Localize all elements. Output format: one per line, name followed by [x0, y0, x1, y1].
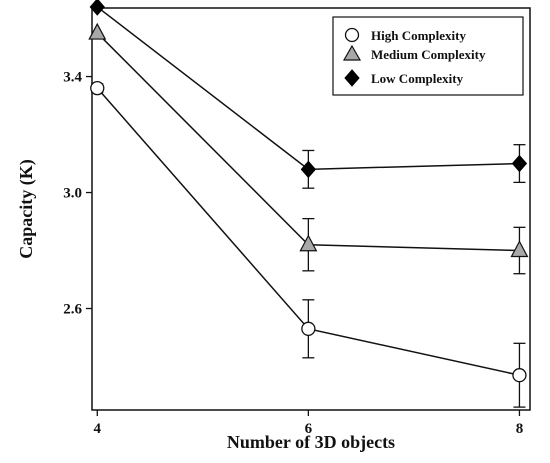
legend-item-low: Low Complexity — [344, 69, 464, 87]
x-axis-label: Number of 3D objects — [227, 432, 395, 452]
legend-diamond-marker — [344, 69, 360, 87]
axis-ticks: 4 6 8 2.6 3.0 3.4 — [63, 70, 523, 437]
data-point-high-complexity-4 — [90, 80, 105, 96]
x-tick-label-4: 4 — [94, 421, 102, 437]
legend-item-high: High Complexity — [344, 27, 466, 43]
legend-label-medium: Medium Complexity — [371, 47, 486, 62]
data-point-high-complexity-8 — [512, 368, 527, 383]
series-layer — [88, 0, 529, 408]
data-point-high-complexity-6 — [301, 321, 316, 336]
data-point-low-complexity-4 — [89, 0, 105, 16]
y-axis-label: Capacity (K) — [16, 159, 37, 258]
legend-label-high: High Complexity — [371, 28, 466, 43]
data-point-low-complexity-6 — [300, 160, 317, 179]
legend-triangle-marker — [342, 44, 362, 61]
legend-label-low: Low Complexity — [371, 71, 464, 86]
x-tick-label-6: 6 — [305, 421, 313, 437]
x-tick-label-8: 8 — [516, 421, 524, 437]
legend-item-medium: Medium Complexity — [342, 44, 486, 62]
data-point-medium-complexity-8 — [510, 240, 529, 258]
plot-area — [91, 7, 531, 411]
legend: High Complexity Medium Complexity Low Co… — [332, 16, 524, 96]
y-tick-label-2.6: 2.6 — [63, 302, 82, 318]
legend-circle-marker — [344, 27, 360, 43]
y-tick-label-3.0: 3.0 — [63, 186, 82, 202]
data-point-low-complexity-8 — [511, 154, 528, 173]
data-point-medium-complexity-4 — [88, 22, 107, 40]
data-point-medium-complexity-6 — [299, 234, 318, 252]
legend-box — [332, 16, 524, 96]
y-tick-label-3.4: 3.4 — [63, 70, 82, 86]
